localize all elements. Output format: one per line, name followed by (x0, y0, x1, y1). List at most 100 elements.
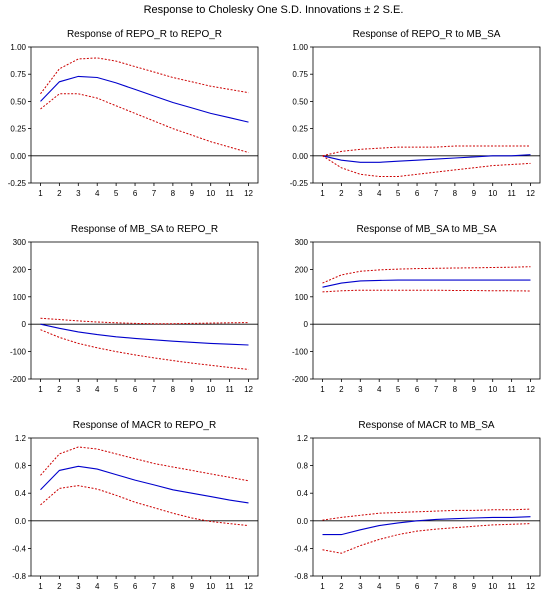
panel-1: Response of REPO_R to REPO_R 1.00 0.75 0.50… (8, 29, 259, 198)
panel-4-ytick-label: 300 (295, 238, 309, 247)
panel-4-xtick-label: 12 (526, 385, 535, 394)
panel-3-ytick-label: 100 (13, 293, 27, 302)
panel-2-ytick-label: 0.50 (292, 97, 308, 106)
panel-1-xtick-label: 3 (76, 189, 81, 198)
panel-1-xtick-label: 2 (57, 189, 62, 198)
panel-5-xtick-label: 7 (152, 582, 157, 591)
panel-1-title: Response of REPO_R to REPO_R (67, 29, 222, 40)
panel-2-ytick-label: 0.75 (292, 70, 308, 79)
panel-5-ytick-label: 0.0 (15, 517, 27, 526)
panel-5-xtick-label: 12 (244, 582, 253, 591)
panel-3-xtick-label: 10 (206, 385, 215, 394)
panel-5-lower-line (40, 485, 249, 527)
panel-4-response-line (322, 279, 531, 288)
panel-4-frame (312, 241, 541, 380)
panel-4-xtick-label: 5 (396, 385, 401, 394)
panel-2-xtick-label: 3 (358, 189, 363, 198)
panel-3-frame (30, 241, 259, 380)
panel-6-ytick-label: 1.2 (297, 434, 309, 443)
panel-6-xtick-label: 6 (415, 582, 420, 591)
panel-3-xtick-label: 9 (190, 385, 195, 394)
panel-1-ytick-label: 1.00 (10, 43, 26, 52)
panel-4-title: Response of MB_SA to MB_SA (356, 224, 496, 235)
panel-5-title: Response of MACR to REPO_R (73, 420, 216, 431)
panel-4-ytick-label: 200 (295, 265, 309, 274)
panel-5-xtick-label: 2 (57, 582, 62, 591)
panel-5-xtick-label: 5 (114, 582, 119, 591)
panel-5-ytick-label: 0.4 (15, 489, 27, 498)
panel-4-xtick-label: 3 (358, 385, 363, 394)
panel-1-ytick-label: 0.75 (10, 70, 26, 79)
panel-1-response-line (40, 75, 249, 123)
panel-4-xtick-label: 7 (434, 385, 439, 394)
panel-5-xtick-label: 8 (171, 582, 176, 591)
panel-3-xtick-label: 3 (76, 385, 81, 394)
panel-6-xtick-label: 10 (488, 582, 497, 591)
panel-6-xtick-label: 8 (453, 582, 458, 591)
panel-6: Response of MACR to MB_SA 1.2 0.8 0.4 0.0 -0.… (294, 420, 541, 591)
panel-5-ytick-label: -0.4 (12, 544, 26, 553)
panel-5-xtick-label: 10 (206, 582, 215, 591)
panel-6-ytick-label: 0.0 (297, 517, 309, 526)
panel-2-frame (312, 46, 541, 184)
panel-6-xtick-label: 7 (434, 582, 439, 591)
panel-4-ytick-label: 100 (295, 293, 309, 302)
panel-1-ytick-label: 0.50 (10, 97, 26, 106)
panel-6-xtick-label: 1 (320, 582, 325, 591)
panel-2-xtick-label: 9 (472, 189, 477, 198)
panel-1-upper-line (40, 57, 249, 95)
panel-2-ytick-label: 1.00 (292, 43, 308, 52)
panel-3-ytick-label: 300 (13, 238, 27, 247)
panel-3-xtick-label: 4 (95, 385, 100, 394)
panel-5-xtick-label: 4 (95, 582, 100, 591)
panel-2-title: Response of REPO_R to MB_SA (353, 29, 501, 40)
panel-3: Response of MB_SA to REPO_R 300 200 100 0 -10… (10, 224, 259, 394)
panel-3-ytick-label: -100 (10, 348, 27, 357)
panel-6-xtick-label: 4 (377, 582, 382, 591)
panel-6-ytick-label: 0.8 (297, 462, 309, 471)
panel-2-xtick-label: 5 (396, 189, 401, 198)
panel-5-xtick-label: 1 (38, 582, 43, 591)
panel-2-xtick-label: 12 (526, 189, 535, 198)
panel-5-xtick-label: 11 (225, 582, 234, 591)
panel-5-upper-line (40, 446, 249, 482)
panel-1-xtick-label: 5 (114, 189, 119, 198)
panel-4-xtick-label: 1 (320, 385, 325, 394)
panel-3-ytick-label: -200 (10, 375, 27, 384)
panel-1-xtick-label: 1 (38, 189, 43, 198)
panel-4-xtick-label: 8 (453, 385, 458, 394)
panel-6-ytick-label: 0.4 (297, 489, 309, 498)
panel-1-ytick-label: 0.00 (10, 152, 26, 161)
panel-6-ytick-label: -0.8 (294, 572, 308, 581)
panel-3-xtick-label: 6 (133, 385, 138, 394)
panel-6-lower-line (322, 523, 531, 554)
panel-3-lower-line (40, 329, 249, 370)
panel-4-xtick-label: 11 (507, 385, 516, 394)
panel-2-xtick-label: 1 (320, 189, 325, 198)
panel-2-xtick-label: 6 (415, 189, 420, 198)
panel-2-upper-line (322, 145, 531, 157)
figure-title: Response to Cholesky One S.D. Innovation… (143, 4, 404, 16)
panel-6-frame (312, 437, 541, 577)
panel-5-ytick-label: 0.8 (15, 462, 27, 471)
panel-5-xtick-label: 3 (76, 582, 81, 591)
panel-2-ytick-label: 0.00 (292, 152, 308, 161)
panel-3-xtick-label: 8 (171, 385, 176, 394)
panel-4-upper-line (322, 266, 531, 284)
panel-6-xtick-label: 3 (358, 582, 363, 591)
panel-2-lower-line (322, 155, 531, 177)
panel-3-upper-line (40, 317, 249, 325)
panel-2-xtick-label: 2 (339, 189, 344, 198)
panel-4-xtick-label: 10 (488, 385, 497, 394)
panel-3-xtick-label: 11 (225, 385, 234, 394)
panel-1-lower-line (40, 93, 249, 153)
panel-6-response-line (322, 516, 531, 536)
panel-2-xtick-label: 4 (377, 189, 382, 198)
panel-1-xtick-label: 4 (95, 189, 100, 198)
panel-3-response-line (40, 323, 249, 346)
panel-4-xtick-label: 6 (415, 385, 420, 394)
panel-1-xtick-label: 8 (171, 189, 176, 198)
panel-1-xtick-label: 6 (133, 189, 138, 198)
panel-1-xtick-label: 10 (206, 189, 215, 198)
panel-5: Response of MACR to REPO_R 1.2 0.8 0.4 0.0 -0… (12, 420, 259, 591)
